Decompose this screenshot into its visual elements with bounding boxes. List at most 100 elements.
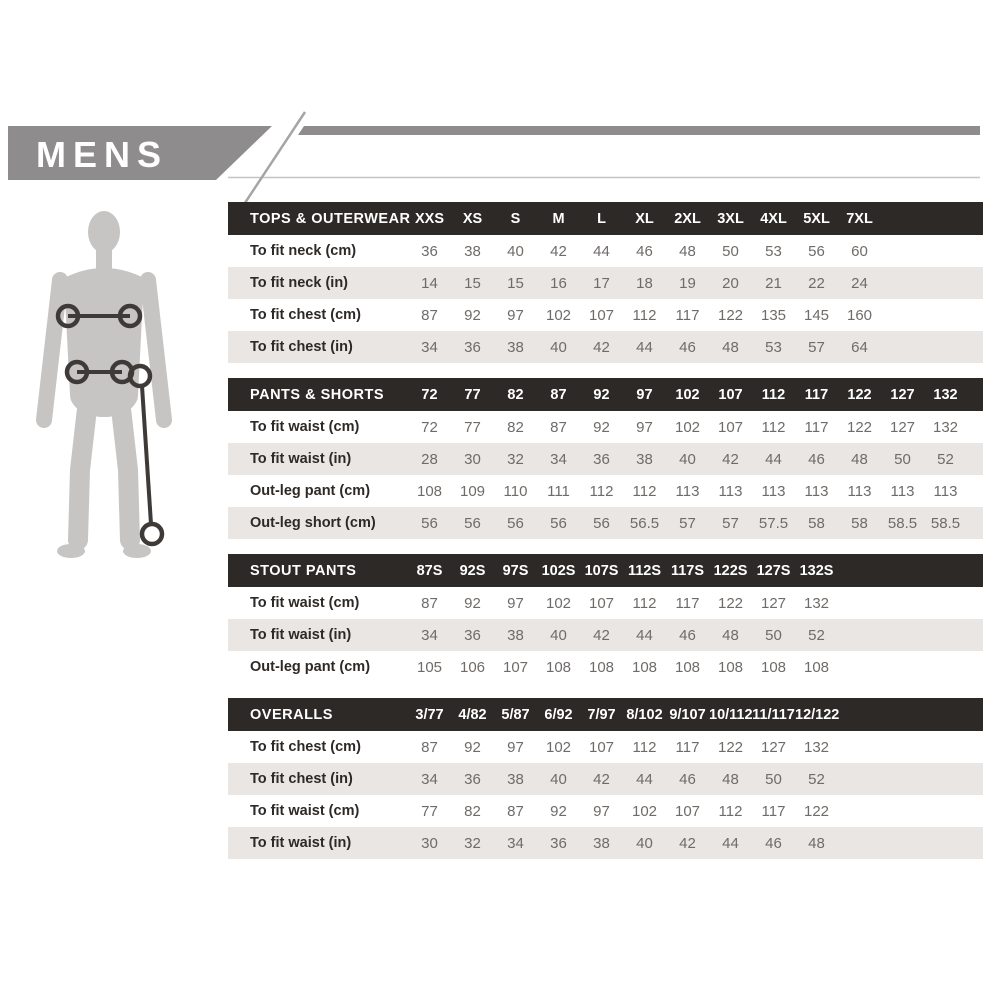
column-header: 9/107 (669, 706, 706, 723)
size-value-cell: 77 (421, 802, 438, 820)
size-value-cell: 40 (679, 450, 696, 468)
size-value-cell: 52 (808, 626, 825, 644)
column-header: 132S (799, 562, 834, 579)
row-label: To fit chest (cm) (250, 307, 361, 323)
size-value-cell: 127 (889, 418, 916, 436)
size-value-cell: 87 (421, 306, 438, 324)
column-header: 102S (541, 562, 576, 579)
size-value-cell: 48 (808, 834, 825, 852)
size-value-cell: 122 (717, 738, 744, 756)
banner-diagonal-line (233, 111, 307, 219)
column-header: 4XL (760, 210, 787, 227)
size-value-cell: 40 (507, 242, 524, 260)
table-title: TOPS & OUTERWEAR (250, 210, 411, 227)
size-value-cell: 97 (507, 738, 524, 756)
size-value-cell: 40 (636, 834, 653, 852)
measurement-markers (55, 303, 165, 547)
column-header: 97 (636, 386, 653, 403)
size-value-cell: 17 (593, 274, 610, 292)
size-value-cell: 28 (421, 450, 438, 468)
size-value-cell: 38 (636, 450, 653, 468)
size-value-cell: 40 (550, 338, 567, 356)
size-value-cell: 44 (636, 626, 653, 644)
size-value-cell: 15 (507, 274, 524, 292)
size-value-cell: 113 (804, 482, 829, 500)
table-row: To fit waist (cm) 77 82 87 92 97 102 107 112 117 1… (228, 795, 983, 827)
size-value-cell: 108 (588, 658, 615, 676)
size-value-cell: 117 (675, 306, 700, 324)
size-value-cell: 87 (421, 594, 438, 612)
mens-header-banner: MENS (8, 111, 980, 219)
table-header-tops-outerwear: TOPS & OUTERWEAR XXS XS S M L XL 2XL 3XL 4XL 5XL 7X… (228, 202, 983, 235)
size-value-cell: 57.5 (758, 514, 789, 532)
column-header: 122S (713, 562, 748, 579)
size-value-cell: 108 (760, 658, 787, 676)
column-header: 102 (675, 386, 700, 403)
table-title: PANTS & SHORTS (250, 386, 385, 403)
table-header-stout-pants: STOUT PANTS 87S 92S 97S 102S 107S 112S 117S 122S… (228, 554, 983, 587)
row-label: To fit neck (cm) (250, 243, 357, 259)
column-header: 92S (459, 562, 486, 579)
column-header: 10/112 (709, 706, 753, 723)
size-value-cell: 52 (937, 450, 954, 468)
size-value-cell: 52 (808, 770, 825, 788)
size-value-cell: 64 (851, 338, 868, 356)
size-value-cell: 135 (760, 306, 787, 324)
size-value-cell: 14 (421, 274, 438, 292)
size-value-cell: 105 (416, 658, 443, 676)
size-value-cell: 32 (507, 450, 524, 468)
size-value-cell: 113 (718, 482, 743, 500)
size-value-cell: 122 (803, 802, 830, 820)
column-header: 107S (584, 562, 619, 579)
column-header: 87S (416, 562, 443, 579)
size-value-cell: 92 (464, 738, 481, 756)
size-value-cell: 38 (507, 626, 524, 644)
column-header: 3/77 (415, 706, 444, 723)
size-value-cell: 56 (808, 242, 825, 260)
size-value-cell: 97 (507, 594, 524, 612)
table-row: Out-leg pant (cm) 105 106 107 108 108 108 108 10… (228, 651, 983, 683)
size-value-cell: 56 (421, 514, 438, 532)
column-header: 127 (890, 386, 915, 403)
size-value-cell: 109 (459, 482, 486, 500)
column-header: 87 (550, 386, 567, 403)
row-label: To fit neck (in) (250, 275, 349, 291)
size-value-cell: 34 (550, 450, 567, 468)
size-value-cell: 117 (804, 418, 829, 436)
size-value-cell: 113 (847, 482, 872, 500)
size-value-cell: 46 (679, 626, 696, 644)
size-value-cell: 122 (717, 594, 744, 612)
size-value-cell: 107 (588, 738, 615, 756)
column-header: 5XL (803, 210, 830, 227)
size-value-cell: 16 (550, 274, 567, 292)
size-value-cell: 108 (631, 658, 658, 676)
chest-measure-marker (55, 303, 143, 329)
column-header: S (510, 210, 521, 227)
size-value-cell: 97 (507, 306, 524, 324)
table-header-pants-shorts: PANTS & SHORTS 72 77 82 87 92 97 102 107 112 117 12… (228, 378, 983, 411)
size-value-cell: 72 (421, 418, 438, 436)
table-row: To fit neck (cm) 36 38 40 42 44 46 48 50 53 56 60 (228, 235, 983, 267)
size-value-cell: 113 (675, 482, 700, 500)
table-title: STOUT PANTS (250, 562, 357, 579)
size-value-cell: 97 (636, 418, 653, 436)
size-value-cell: 58 (851, 514, 868, 532)
size-value-cell: 30 (464, 450, 481, 468)
size-value-cell: 112 (632, 738, 657, 756)
size-value-cell: 36 (464, 770, 481, 788)
size-value-cell: 42 (550, 242, 567, 260)
size-value-cell: 102 (545, 594, 572, 612)
column-header: 112 (761, 386, 786, 403)
size-value-cell: 108 (545, 658, 572, 676)
column-header: 12/122 (795, 706, 840, 723)
size-value-cell: 113 (890, 482, 915, 500)
size-value-cell: 34 (421, 626, 438, 644)
size-value-cell: 127 (760, 594, 787, 612)
column-header: XXS (414, 210, 444, 227)
size-value-cell: 40 (550, 770, 567, 788)
banner-title: MENS (36, 134, 168, 175)
size-value-cell: 106 (459, 658, 486, 676)
table-row: To fit neck (in) 14 15 15 16 17 18 19 20 21 22 24 (228, 267, 983, 299)
size-value-cell: 77 (464, 418, 481, 436)
size-value-cell: 36 (421, 242, 438, 260)
